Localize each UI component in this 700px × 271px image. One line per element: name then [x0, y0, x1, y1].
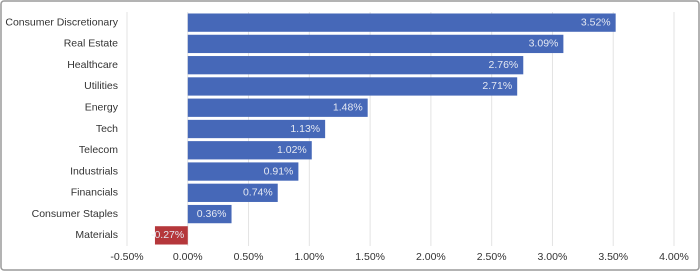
bar [187, 13, 616, 32]
value-label: 0.36% [197, 208, 227, 220]
bar [187, 141, 312, 160]
x-tick-label: 3.50% [598, 251, 628, 263]
x-tick-label: 0.50% [234, 251, 264, 263]
x-tick-label: -0.50% [110, 251, 143, 263]
x-tick-label: 1.00% [294, 251, 324, 263]
y-tick-label: Healthcare [67, 59, 118, 71]
x-tick-label: 0.00% [173, 251, 203, 263]
bar [187, 56, 524, 75]
value-label: 1.48% [333, 102, 363, 114]
x-tick-label: 4.00% [659, 251, 689, 263]
value-label: 2.76% [488, 59, 518, 71]
bar [187, 119, 326, 139]
value-label: -0.27% [151, 229, 184, 241]
y-tick-label: Consumer Discretionary [5, 16, 118, 28]
x-tick-label: 2.50% [477, 251, 507, 263]
value-label: 1.13% [290, 123, 320, 135]
value-label: 3.09% [529, 38, 559, 50]
bar [187, 204, 232, 224]
bar [154, 226, 188, 245]
y-tick-label: Consumer Staples [32, 208, 118, 220]
y-tick-label: Real Estate [64, 38, 118, 50]
y-tick-label: Materials [75, 229, 118, 241]
x-tick-label: 3.00% [538, 251, 568, 263]
value-label: 3.52% [581, 16, 611, 28]
bar [187, 162, 299, 181]
bar [187, 77, 518, 96]
y-tick-label: Utilities [84, 80, 118, 92]
value-label: 0.74% [243, 187, 273, 199]
x-tick-label: 2.00% [416, 251, 446, 263]
value-label: 1.02% [277, 144, 307, 156]
y-tick-label: Industrials [70, 165, 118, 177]
value-label: 2.71% [482, 80, 512, 92]
y-tick-label: Tech [96, 123, 118, 135]
bar [187, 183, 278, 202]
bar [187, 34, 564, 54]
value-label: 0.91% [264, 165, 294, 177]
y-tick-label: Telecom [79, 144, 118, 156]
x-tick-label: 1.50% [355, 251, 385, 263]
y-tick-label: Energy [85, 102, 119, 114]
bar [187, 98, 368, 117]
y-tick-label: Financials [71, 187, 118, 199]
